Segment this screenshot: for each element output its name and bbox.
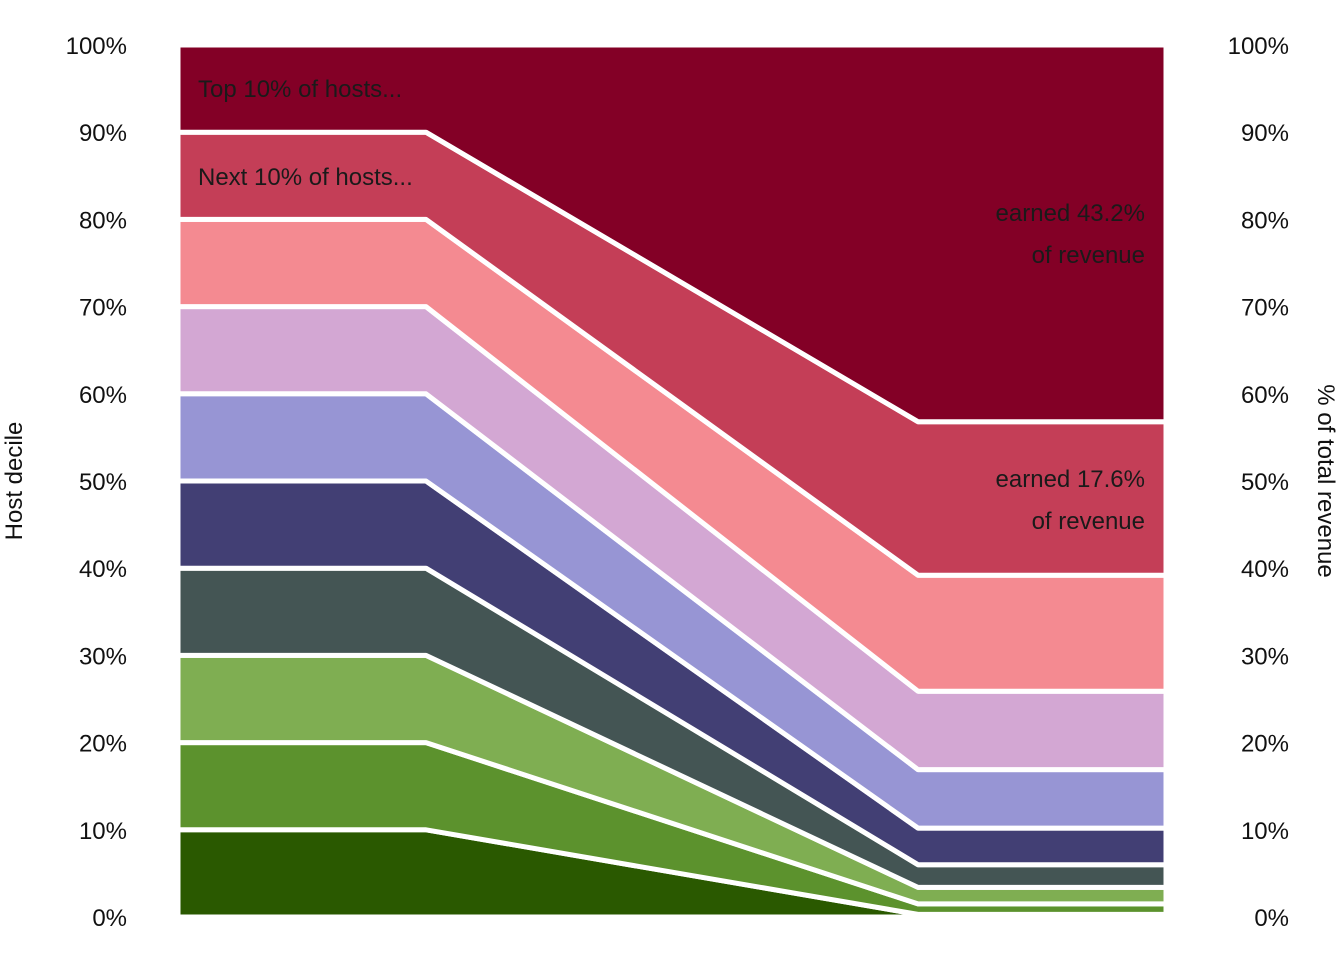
left-tick-label: 100% — [66, 33, 127, 60]
left-tick-label: 50% — [79, 469, 127, 496]
left-axis-ticks: 0% 10% 20% 30% 40% 50% 60% 70% 80% 90% 100% — [66, 33, 127, 932]
left-tick-label: 60% — [79, 382, 127, 409]
right-tick-label: 0% — [1254, 905, 1289, 932]
annotation-top-decile-right-1: earned 43.2% — [996, 200, 1145, 227]
right-axis-ticks: 0% 10% 20% 30% 40% 50% 60% 70% 80% 90% 100% — [1228, 33, 1289, 932]
right-tick-label: 50% — [1241, 469, 1289, 496]
right-tick-label: 60% — [1241, 382, 1289, 409]
right-tick-label: 100% — [1228, 33, 1289, 60]
left-tick-label: 90% — [79, 120, 127, 147]
right-tick-label: 90% — [1241, 120, 1289, 147]
right-tick-label: 70% — [1241, 295, 1289, 322]
left-tick-label: 70% — [79, 295, 127, 322]
left-tick-label: 20% — [79, 731, 127, 758]
right-tick-label: 20% — [1241, 731, 1289, 758]
left-tick-label: 0% — [92, 905, 127, 932]
right-tick-label: 30% — [1241, 643, 1289, 670]
right-axis-label: % of total revenue — [1312, 384, 1339, 577]
area-layers — [175, 42, 1169, 920]
left-tick-label: 30% — [79, 643, 127, 670]
right-tick-label: 40% — [1241, 556, 1289, 583]
annotation-top-decile-right-2: of revenue — [1032, 242, 1145, 269]
left-tick-label: 40% — [79, 556, 127, 583]
annotation-next-decile-left: Next 10% of hosts... — [198, 164, 413, 191]
left-tick-label: 10% — [79, 818, 127, 845]
decile-band-10 — [175, 42, 1169, 425]
left-tick-label: 80% — [79, 207, 127, 234]
right-tick-label: 10% — [1241, 818, 1289, 845]
annotation-next-decile-right-1: earned 17.6% — [996, 466, 1145, 493]
right-tick-label: 80% — [1241, 207, 1289, 234]
left-axis-label: Host decile — [1, 422, 28, 541]
annotation-top-decile-left: Top 10% of hosts... — [198, 76, 402, 103]
annotation-next-decile-right-2: of revenue — [1032, 508, 1145, 535]
